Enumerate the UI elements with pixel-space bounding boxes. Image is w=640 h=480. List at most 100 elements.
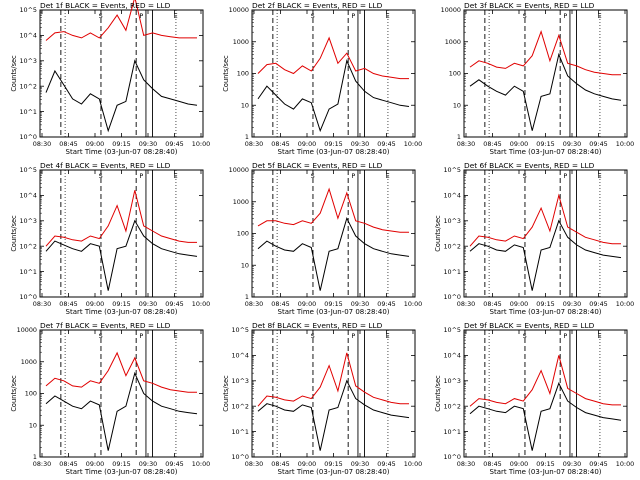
panel-det-4	[39, 169, 204, 298]
y-tick-label: 10^0	[19, 293, 37, 301]
x-tick-label: 09:30	[139, 460, 157, 468]
events-series-line	[45, 59, 198, 133]
x-tick-label: 09:00	[298, 300, 316, 308]
y-tick-label: 10	[241, 101, 249, 109]
y-tick-label: 1	[245, 133, 249, 141]
x-tick-label: 09:45	[589, 140, 607, 148]
y-tick-label: 100	[25, 390, 37, 398]
y-tick-label: 10^2	[443, 242, 461, 250]
panel-title: Det 7f BLACK = Events, RED = LLD	[40, 321, 171, 330]
y-tick-label: 10^5	[443, 326, 461, 334]
plot-frame	[39, 9, 204, 138]
panel-title: Det 3f BLACK = Events, RED = LLD	[464, 1, 595, 10]
y-tick-label: 10^1	[231, 428, 249, 436]
y-tick-label: 10000	[229, 166, 249, 174]
panel-det-2	[251, 9, 416, 138]
marker-p: P	[563, 332, 567, 340]
marker-p: P	[139, 12, 143, 20]
y-tick-label: 10^3	[443, 217, 461, 225]
x-tick-label: 09:30	[563, 300, 581, 308]
y-tick-label: 10^1	[19, 268, 37, 276]
x-tick-label: 09:00	[510, 460, 528, 468]
x-tick-label: 08:30	[33, 300, 51, 308]
marker-e: E	[598, 12, 602, 20]
lld-series-line	[469, 30, 621, 76]
x-tick-label: 09:15	[324, 460, 342, 468]
y-tick-label: 100	[237, 230, 249, 238]
marker-p: P	[139, 332, 143, 340]
panel-title: Det 1f BLACK = Events, RED = LLD	[40, 1, 171, 10]
panel-det-9	[463, 329, 628, 458]
x-tick-label: 08:30	[33, 460, 51, 468]
y-tick-label: 10^5	[231, 326, 249, 334]
marker-s: S	[99, 172, 103, 180]
x-tick-label: 09:30	[139, 140, 157, 148]
plot-frame	[39, 329, 204, 458]
y-axis-label: Counts/sec	[434, 375, 442, 412]
y-tick-label: 10	[453, 101, 461, 109]
x-tick-label: 10:00	[192, 300, 210, 308]
x-tick-label: 10:00	[616, 140, 634, 148]
x-axis-label: Start Time (03-Jun-07 08:28:40)	[490, 468, 602, 476]
marker-s: S	[523, 332, 527, 340]
x-tick-label: 08:30	[33, 140, 51, 148]
y-tick-label: 10000	[17, 326, 37, 334]
y-tick-label: 10^4	[231, 352, 249, 360]
x-tick-label: 09:45	[165, 460, 183, 468]
marker-e: E	[386, 332, 390, 340]
marker-s: S	[99, 332, 103, 340]
y-tick-label: 10^2	[231, 402, 249, 410]
x-tick-label: 08:30	[245, 300, 263, 308]
x-tick-label: 09:15	[536, 300, 554, 308]
x-tick-label: 10:00	[616, 460, 634, 468]
x-axis-label: Start Time (03-Jun-07 08:28:40)	[66, 308, 178, 316]
y-tick-label: 1	[457, 133, 461, 141]
y-tick-label: 10	[29, 421, 37, 429]
x-tick-label: 09:45	[589, 300, 607, 308]
x-tick-label: 08:45	[483, 300, 501, 308]
x-tick-label: 08:30	[245, 460, 263, 468]
x-axis-label: Start Time (03-Jun-07 08:28:40)	[490, 308, 602, 316]
x-tick-label: 09:15	[324, 300, 342, 308]
lld-series-line	[45, 190, 197, 247]
marker-s: S	[523, 12, 527, 20]
x-tick-label: 09:30	[563, 460, 581, 468]
lld-series-line	[257, 352, 409, 407]
y-tick-label: 10000	[229, 6, 249, 14]
panel-title: Det 4f BLACK = Events, RED = LLD	[40, 161, 171, 170]
marker-s: S	[523, 172, 527, 180]
y-tick-label: 10^3	[443, 377, 461, 385]
lld-series-line	[45, 351, 197, 393]
y-tick-label: 10^2	[443, 402, 461, 410]
y-tick-label: 10^4	[19, 32, 37, 40]
y-tick-label: 1000	[233, 38, 249, 46]
events-series-line	[469, 52, 622, 131]
x-tick-label: 10:00	[192, 140, 210, 148]
x-tick-label: 09:00	[510, 140, 528, 148]
plot-frame	[251, 9, 416, 138]
y-tick-label: 10^5	[19, 6, 37, 14]
plot-frame	[463, 329, 628, 458]
events-series-line	[45, 371, 198, 451]
y-axis-label: Counts/sec	[222, 375, 230, 412]
x-tick-label: 09:15	[536, 140, 554, 148]
marker-e: E	[174, 172, 178, 180]
x-axis-label: Start Time (03-Jun-07 08:28:40)	[66, 468, 178, 476]
y-axis-label: Counts/sec	[222, 55, 230, 92]
y-tick-label: 10^0	[443, 293, 461, 301]
x-tick-label: 08:45	[59, 140, 77, 148]
plot-frame	[39, 169, 204, 298]
x-tick-label: 09:00	[298, 140, 316, 148]
events-series-line	[257, 379, 410, 451]
marker-s: S	[311, 12, 315, 20]
marker-s: S	[99, 12, 103, 20]
y-tick-label: 10	[241, 261, 249, 269]
y-tick-label: 1000	[233, 198, 249, 206]
x-axis-label: Start Time (03-Jun-07 08:28:40)	[278, 308, 390, 316]
y-tick-label: 10^4	[19, 192, 37, 200]
x-axis-label: Start Time (03-Jun-07 08:28:40)	[66, 148, 178, 156]
x-tick-label: 10:00	[404, 460, 422, 468]
y-axis-label: Counts/sec	[10, 55, 18, 92]
panel-det-1	[39, 0, 204, 138]
